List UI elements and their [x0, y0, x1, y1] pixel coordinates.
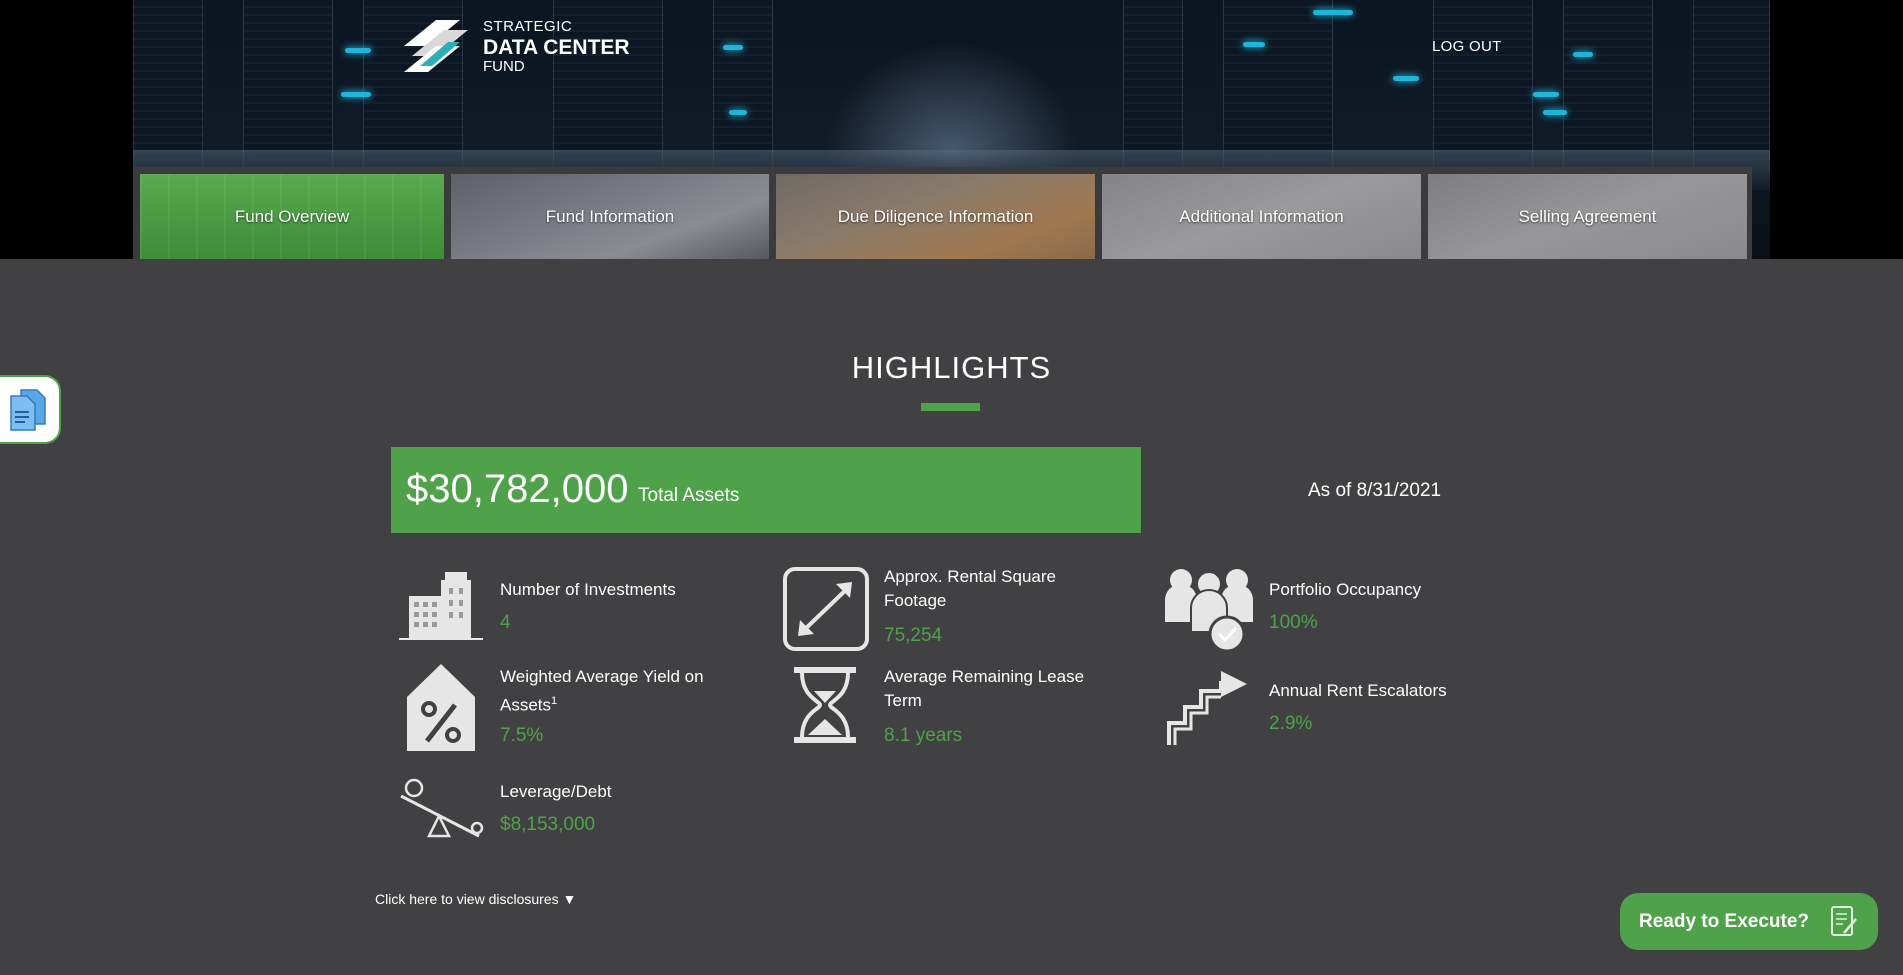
stat-value: 4: [500, 612, 511, 633]
ready-to-execute-button[interactable]: Ready to Execute?: [1620, 893, 1878, 950]
stat-leverage-debt: Leverage/Debt $8,153,000: [399, 776, 729, 856]
stat-label: Number of Investments: [500, 580, 676, 599]
tab-selling-agreement[interactable]: Selling Agreement: [1428, 174, 1747, 259]
tab-label: Fund Information: [545, 206, 675, 226]
tab-fund-information[interactable]: Fund Information: [451, 174, 769, 259]
tab-label: Additional Information: [1179, 206, 1344, 226]
house-percent-icon: [407, 664, 475, 751]
tab-label: Selling Agreement: [1518, 206, 1657, 226]
stat-number-of-investments: Number of Investments 4: [399, 566, 719, 646]
stat-value: 2.9%: [1269, 713, 1313, 734]
documents-icon: [9, 388, 46, 431]
total-assets-banner: $30,782,000 Total Assets: [391, 447, 1141, 533]
stat-label-text: Weighted Average Yield on Assets: [500, 667, 704, 715]
stat-value: 8.1 years: [884, 725, 963, 746]
people-check-icon: [1165, 569, 1253, 653]
footnote-marker: 1: [551, 695, 558, 707]
fund-logo[interactable]: STRATEGIC DATA CENTER FUND: [398, 16, 638, 78]
tab-label: Fund Overview: [234, 206, 350, 226]
stat-value: $8,153,000: [500, 814, 596, 835]
stairs-arrow-icon: [1167, 671, 1247, 745]
as-of-date: As of 8/31/2021: [1308, 480, 1442, 501]
hourglass-icon: [794, 667, 856, 743]
view-disclosures-link[interactable]: Click here to view disclosures ▼: [375, 891, 577, 907]
logout-link[interactable]: LOG OUT: [1432, 38, 1502, 55]
stat-average-lease-term: Average Remaining Lease Term 8.1 years: [782, 663, 1112, 753]
stat-label: Leverage/Debt: [500, 782, 612, 801]
main-nav: Fund Overview Fund Information Due Dilig…: [133, 167, 1752, 259]
tab-label: Due Diligence Information: [837, 206, 1034, 226]
documents-side-button[interactable]: [0, 375, 61, 444]
stat-weighted-average-yield: Weighted Average Yield on Assets1 7.5%: [399, 663, 729, 753]
tab-fund-overview[interactable]: Fund Overview: [140, 174, 444, 259]
sign-document-icon: [1831, 906, 1857, 936]
buildings-icon: [399, 572, 483, 640]
logo-line-data-center: DATA CENTER: [483, 36, 630, 59]
total-assets-value: $30,782,000: [406, 467, 629, 511]
logo-mark-icon: [404, 20, 468, 72]
tab-additional-information[interactable]: Additional Information: [1102, 174, 1421, 259]
highlights-title: HIGHLIGHTS: [851, 350, 1052, 385]
stat-label: Average Remaining Lease Term: [884, 667, 1085, 710]
ready-to-execute-label: Ready to Execute?: [1639, 910, 1809, 932]
seesaw-icon: [400, 778, 484, 838]
stat-value: 100%: [1269, 612, 1318, 633]
stat-label: Approx. Rental Square Footage: [884, 567, 1056, 610]
logo-line-fund: FUND: [483, 58, 525, 75]
stat-annual-rent-escalators: Annual Rent Escalators 2.9%: [1165, 663, 1495, 753]
stat-rental-square-footage: Approx. Rental Square Footage 75,254: [782, 566, 1112, 651]
stat-label: Weighted Average Yield on Assets1: [500, 665, 740, 718]
stat-label: Portfolio Occupancy: [1269, 580, 1422, 599]
title-underline: [921, 403, 980, 411]
stat-value: 7.5%: [500, 725, 544, 746]
stat-label: Annual Rent Escalators: [1269, 681, 1447, 700]
resize-arrows-icon: [783, 567, 869, 651]
stat-value: 75,254: [884, 625, 943, 646]
tab-due-diligence-information[interactable]: Due Diligence Information: [776, 174, 1095, 259]
total-assets-label: Total Assets: [638, 485, 740, 506]
stat-portfolio-occupancy: Portfolio Occupancy 100%: [1165, 566, 1495, 656]
logo-line-strategic: STRATEGIC: [483, 18, 573, 35]
